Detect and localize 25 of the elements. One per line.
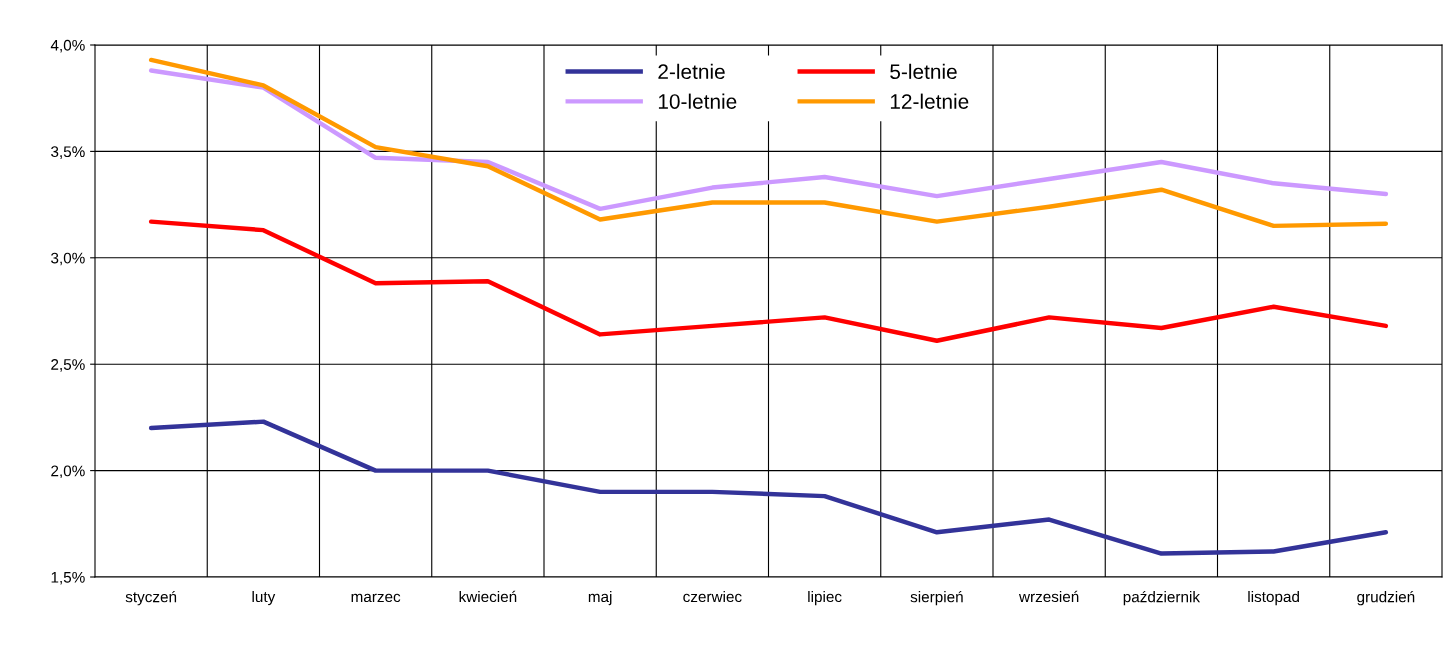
legend-label: 2-letnie [658, 63, 725, 80]
x-tick-label: wrzesień [1018, 590, 1079, 603]
x-tick-label: marzec [351, 593, 401, 603]
x-tick-label: luty [252, 590, 276, 606]
x-tick-label: listopad [1248, 590, 1299, 606]
y-tick-label: 1,5% [51, 571, 85, 585]
legend-label: 10-letnie [658, 93, 737, 109]
x-tick-label: lipiec [808, 590, 842, 606]
x-tick-label: kwiecień [459, 590, 517, 603]
line-series [148, 419, 1389, 556]
y-tick-label: 2,5% [51, 359, 85, 372]
y-tick-label: 3,5% [51, 146, 85, 159]
x-tick-label: październik [1123, 590, 1201, 606]
y-tick-label: 3,0% [51, 252, 85, 266]
x-tick-label: czerwiec [683, 590, 742, 603]
legend-label: 12-letnie [890, 93, 969, 109]
x-tick-label: grudzień [1357, 590, 1415, 606]
x-tick-label: sierpień [910, 590, 963, 606]
line-series [148, 219, 1389, 344]
line-series [148, 57, 1389, 229]
legend-label: 5-letnie [890, 63, 957, 80]
y-tick-label: 2,0% [51, 465, 85, 479]
x-tick-label: styczeń [125, 590, 177, 606]
x-tick-label: maj [588, 590, 612, 606]
y-tick-label: 4,0% [50, 39, 85, 53]
